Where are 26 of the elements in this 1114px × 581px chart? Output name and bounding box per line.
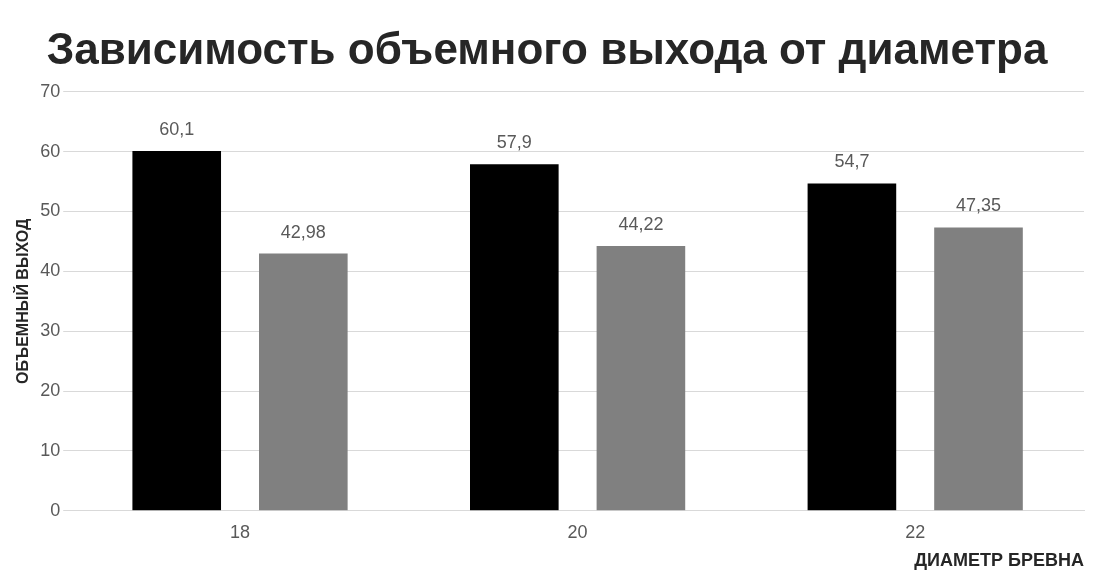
bar <box>470 164 559 511</box>
chart-title: Зависимость объемного выхода от диаметра <box>46 23 1048 73</box>
bar <box>132 151 222 511</box>
data-label: 42,98 <box>280 221 326 242</box>
y-axis-title: ОБЪЕМНЫЙ ВЫХОД <box>13 217 32 385</box>
data-label: 44,22 <box>618 214 664 235</box>
y-tick-label: 30 <box>40 320 61 341</box>
x-tick-label: 18 <box>230 521 251 542</box>
y-tick-label: 10 <box>40 439 61 460</box>
data-label: 60,1 <box>159 119 195 140</box>
bar <box>934 227 1023 511</box>
x-tick-label: 20 <box>567 521 588 542</box>
data-label: 54,7 <box>834 151 870 172</box>
x-axis-title: ДИАМЕТР БРЕВНА <box>914 550 1084 571</box>
y-tick-label: 40 <box>40 260 61 281</box>
bar <box>259 253 348 511</box>
bar <box>807 183 897 511</box>
bar <box>596 246 686 511</box>
y-tick-label: 50 <box>40 200 61 221</box>
x-tick-label: 22 <box>905 521 926 542</box>
y-tick-label: 20 <box>40 380 61 401</box>
y-tick-label: 60 <box>40 140 61 161</box>
y-tick-label: 0 <box>50 499 61 520</box>
data-label: 47,35 <box>955 195 1002 216</box>
y-tick-label: 70 <box>40 80 61 101</box>
data-label: 57,9 <box>496 132 532 153</box>
